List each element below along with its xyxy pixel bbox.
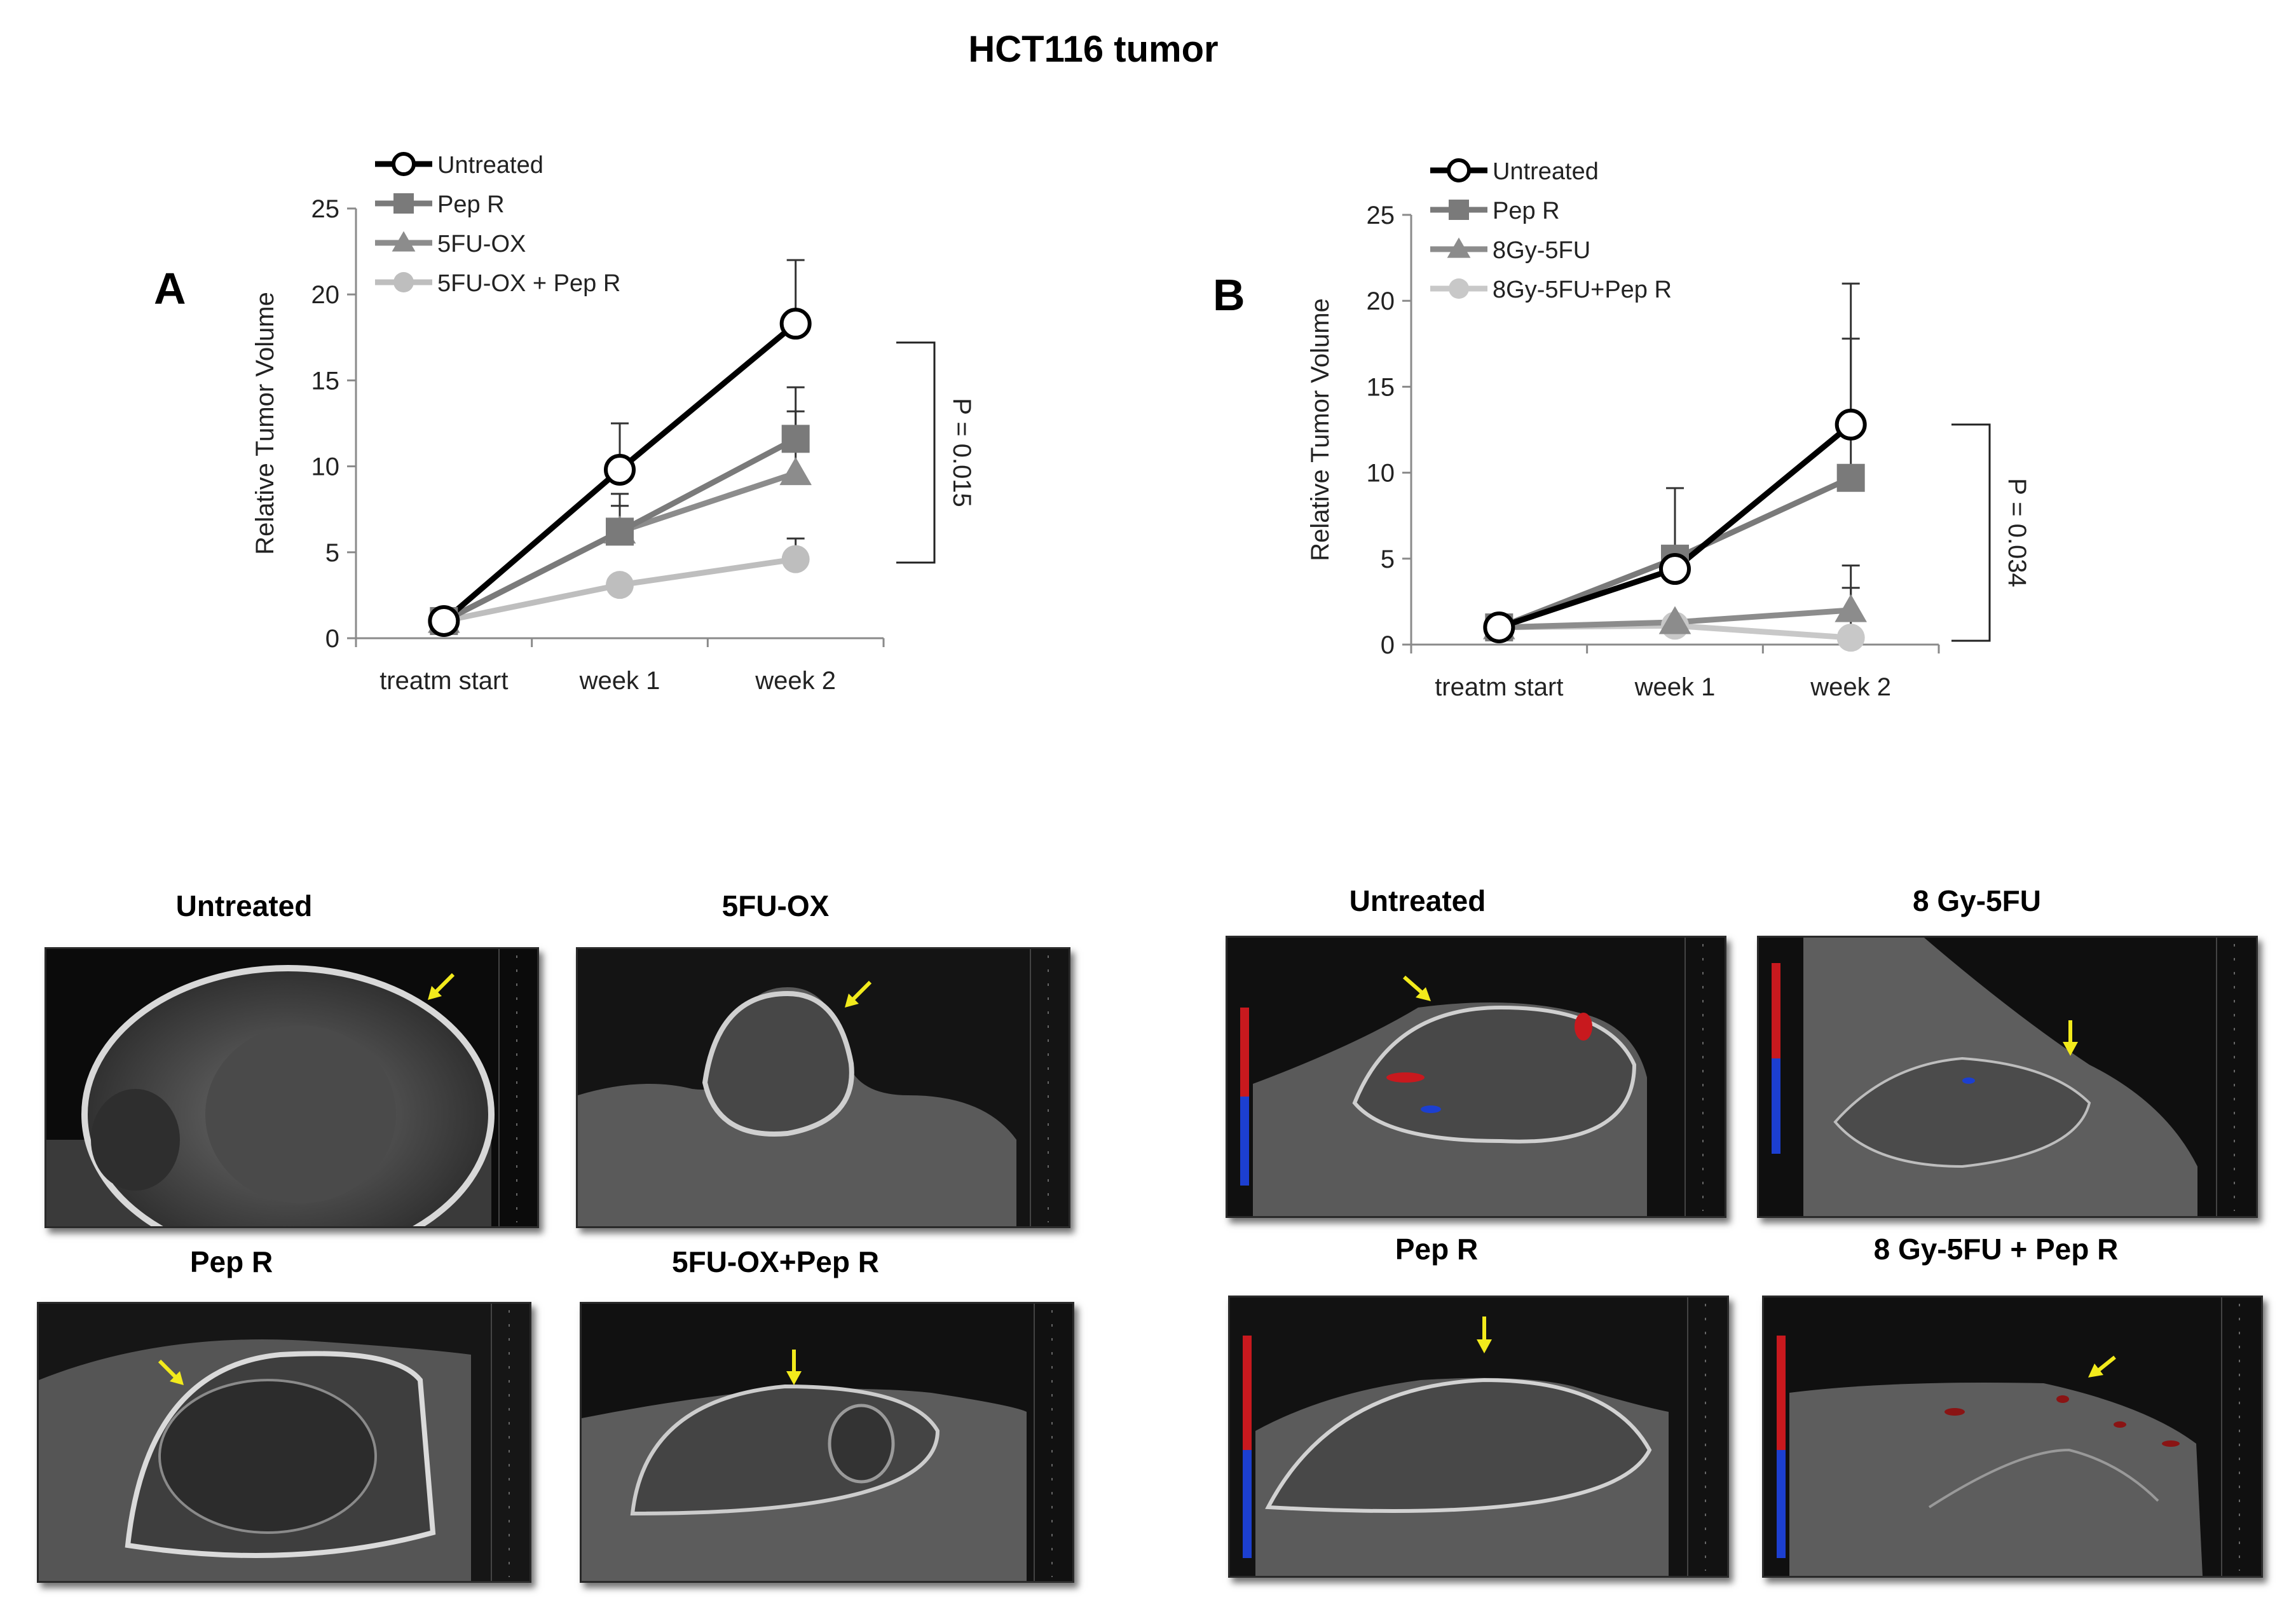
us-image-a-5fuox	[576, 947, 1070, 1228]
y-axis-label: Relative Tumor Volume	[1306, 298, 1334, 561]
x-tick-label: week 2	[1810, 673, 1891, 701]
arrow-icon	[428, 973, 455, 1000]
legend-label: 8Gy-5FU+Pep R	[1493, 277, 1672, 303]
legend-marker	[1447, 158, 1471, 182]
legend-label: Pep R	[1493, 198, 1560, 224]
arrow-icon	[1477, 1316, 1492, 1353]
us-image-a-pepr	[37, 1302, 531, 1583]
x-tick-label: week 2	[755, 667, 836, 695]
panel-label-a: A	[154, 264, 186, 313]
figure-title: HCT116 tumor	[968, 29, 1219, 70]
arrow-icon	[1403, 975, 1431, 1001]
data-point	[428, 605, 460, 637]
legend-label: 5FU-OX + Pep R	[437, 270, 620, 297]
us-image-a-untreated	[44, 947, 539, 1228]
us-title-b-8gy: 8 Gy-5FU	[1913, 884, 2041, 917]
data-point	[1658, 606, 1691, 634]
x-tick-label: treatm start	[379, 667, 508, 695]
data-point	[604, 454, 636, 486]
data-point	[779, 457, 812, 486]
data-point	[606, 571, 634, 599]
y-tick-label: 5	[325, 539, 339, 567]
y-tick-label: 0	[325, 625, 339, 653]
significance-bracket	[896, 341, 936, 564]
legend-label: 5FU-OX	[437, 231, 526, 257]
data-point	[606, 517, 634, 546]
data-point	[1483, 611, 1515, 643]
legend-marker	[1449, 278, 1469, 299]
y-tick-label: 25	[311, 195, 340, 223]
arrow-icon	[845, 980, 872, 1008]
us-title-a-5fuox-pepr: 5FU-OX+Pep R	[672, 1245, 879, 1278]
us-title-a-pepr: Pep R	[189, 1245, 273, 1278]
legend-label: Untreated	[437, 152, 543, 179]
p-value-label: P = 0.034	[2003, 478, 2031, 587]
arrow-icon	[786, 1350, 802, 1385]
data-point	[781, 545, 810, 573]
data-point	[781, 425, 810, 453]
legend-marker	[392, 231, 416, 252]
data-point	[1659, 553, 1691, 585]
data-point	[779, 308, 812, 340]
data-point	[1836, 463, 1865, 492]
arrow-icon	[158, 1359, 184, 1385]
y-tick-label: 15	[311, 367, 340, 395]
us-title-b-8gy-pepr: 8 Gy-5FU + Pep R	[1873, 1233, 2119, 1266]
us-image-b-8gy-pepr	[1762, 1296, 2263, 1578]
data-point	[1835, 594, 1867, 622]
y-tick-label: 25	[1367, 202, 1395, 229]
us-title-b-untreated: Untreated	[1349, 884, 1486, 917]
y-tick-label: 10	[311, 453, 340, 481]
us-title-a-untreated: Untreated	[175, 889, 313, 922]
chart-a: 0 5 10 15 20 25 treatm start week 1 week 2 Relati…	[251, 152, 976, 695]
us-title-a-5fuox: 5FU-OX	[721, 889, 830, 922]
x-tick-label: week 1	[579, 667, 660, 695]
legend-marker	[1449, 200, 1469, 220]
y-tick-label: 20	[1367, 287, 1395, 315]
y-tick-label: 15	[1367, 373, 1395, 401]
x-tick-label: week 1	[1634, 673, 1716, 701]
arrow-icon	[2088, 1355, 2116, 1378]
us-image-b-pepr	[1228, 1296, 1729, 1578]
legend-marker	[393, 193, 414, 214]
us-image-b-untreated	[1226, 936, 1726, 1218]
x-tick-label: treatm start	[1435, 673, 1563, 701]
legend-label: Untreated	[1493, 158, 1599, 185]
legend-marker	[392, 152, 416, 176]
legend-marker	[393, 272, 414, 292]
arrow-icon	[2063, 1020, 2078, 1056]
panel-label-b: B	[1213, 270, 1245, 320]
legend-label: Pep R	[437, 191, 505, 218]
legend-label: 8Gy-5FU	[1493, 237, 1590, 264]
legend-marker	[1447, 237, 1471, 258]
y-tick-label: 20	[311, 281, 340, 309]
data-point	[1836, 624, 1865, 652]
y-tick-label: 5	[1381, 545, 1395, 573]
p-value-label: P = 0.015	[948, 398, 976, 507]
y-tick-label: 0	[1381, 631, 1395, 659]
us-image-a-5fuox-pepr	[580, 1302, 1074, 1583]
y-tick-label: 10	[1367, 460, 1395, 488]
significance-bracket	[1951, 423, 1991, 642]
us-title-b-pepr: Pep R	[1395, 1233, 1479, 1266]
us-image-b-8gy	[1757, 936, 2258, 1218]
data-point	[1835, 408, 1867, 441]
y-axis-label: Relative Tumor Volume	[251, 292, 279, 555]
chart-b: 0 5 10 15 20 25 treatm start week 1 week 2 Relati…	[1306, 158, 2031, 701]
